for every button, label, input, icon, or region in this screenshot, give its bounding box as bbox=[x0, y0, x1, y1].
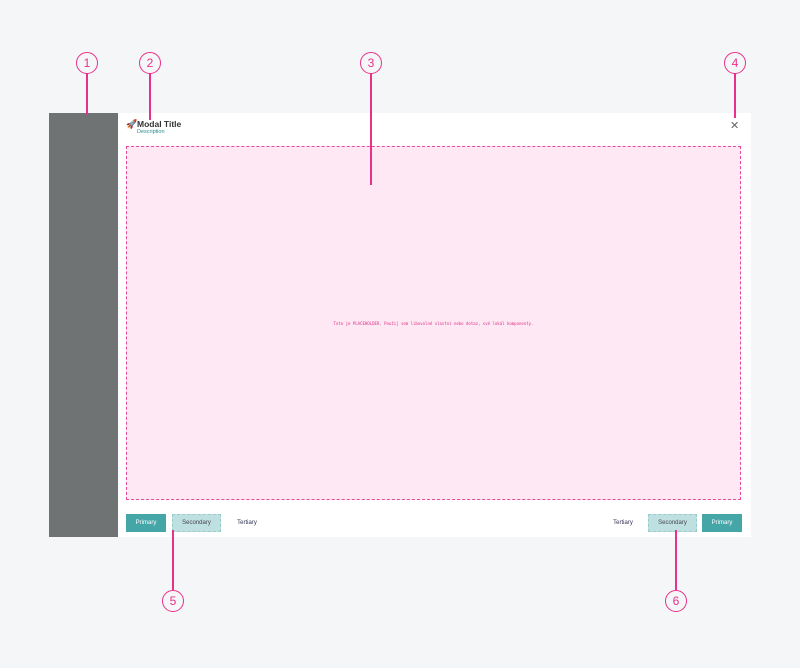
callout-4: 4 bbox=[724, 52, 746, 74]
callout-line-3 bbox=[370, 73, 372, 185]
modal-title: Modal Title bbox=[137, 119, 182, 129]
modal-description: Description bbox=[137, 129, 165, 135]
secondary-button-right[interactable]: Secondary bbox=[648, 514, 697, 532]
rocket-icon: 🚀 bbox=[126, 119, 138, 129]
sidebar bbox=[49, 113, 118, 537]
callout-line-2 bbox=[149, 73, 151, 120]
content-placeholder: Toto je PLACEHOLDER. Použij sem libovoln… bbox=[126, 146, 741, 500]
callout-line-5 bbox=[172, 530, 174, 590]
callout-5: 5 bbox=[162, 590, 184, 612]
primary-button-left[interactable]: Primary bbox=[126, 514, 166, 532]
tertiary-button-left[interactable]: Tertiary bbox=[237, 520, 257, 526]
callout-6: 6 bbox=[665, 590, 687, 612]
tertiary-button-right[interactable]: Tertiary bbox=[613, 520, 633, 526]
secondary-button-left[interactable]: Secondary bbox=[172, 514, 221, 532]
callout-line-1 bbox=[86, 73, 88, 115]
callout-2: 2 bbox=[139, 52, 161, 74]
callout-line-4 bbox=[734, 73, 736, 118]
callout-line-6 bbox=[675, 530, 677, 590]
placeholder-text: Toto je PLACEHOLDER. Použij sem libovoln… bbox=[333, 320, 534, 326]
primary-button-right[interactable]: Primary bbox=[702, 514, 742, 532]
callout-3: 3 bbox=[360, 52, 382, 74]
callout-1: 1 bbox=[76, 52, 98, 74]
close-icon[interactable]: ✕ bbox=[730, 120, 740, 132]
